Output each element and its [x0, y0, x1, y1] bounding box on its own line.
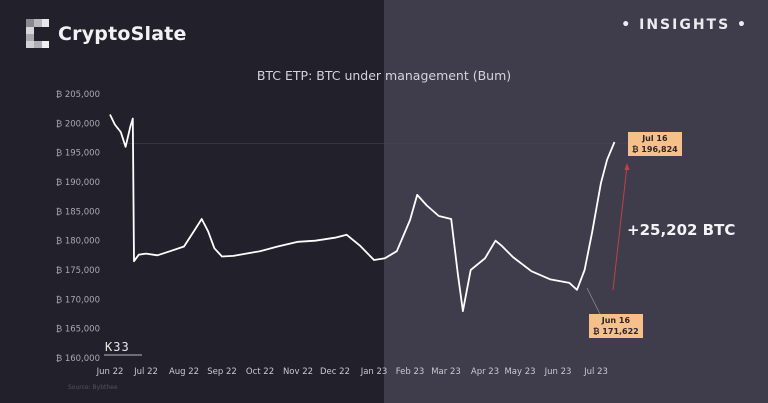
x-tick-label: Mar 23 [431, 367, 461, 377]
y-tick-label: ₿ 190,000 [56, 177, 100, 188]
x-tick-label: Oct 22 [246, 367, 274, 377]
callout-value: ₿ 171,622 [593, 327, 639, 336]
x-tick-label: Apr 23 [471, 367, 499, 377]
x-tick-label: Aug 22 [169, 367, 199, 377]
cryptoslate-logo-icon [26, 19, 49, 48]
k33-watermark-underline [104, 354, 142, 356]
background-right-panel [384, 0, 768, 403]
background-left-panel [0, 0, 384, 403]
brand-logo: CryptoSlate [26, 19, 187, 48]
y-tick-label: ₿ 165,000 [56, 324, 100, 335]
y-axis-ticks: ₿ 205,000 ₿ 200,000 ₿ 195,000 ₿ 190,000 ₿ 18… [56, 89, 100, 364]
callout-value: ₿ 196,824 [632, 145, 678, 154]
y-tick-label: ₿ 160,000 [56, 353, 100, 364]
callout-jun16: Jun 16 ₿ 171,622 [589, 314, 643, 338]
callout-date: Jul 16 [642, 134, 668, 143]
y-tick-label: ₿ 180,000 [56, 236, 100, 247]
x-tick-label: Dec 22 [320, 367, 350, 377]
callout-date: Jun 16 [601, 316, 631, 325]
k33-watermark: K33 [105, 340, 130, 354]
x-tick-label: Jan 23 [360, 367, 388, 377]
y-tick-label: ₿ 195,000 [56, 148, 100, 159]
x-axis-ticks: Jun 22 Jul 22 Aug 22 Sep 22 Oct 22 Nov 22 Dec … [96, 367, 608, 377]
x-tick-label: Jun 22 [96, 367, 124, 377]
source-label: Source: Bybthee [68, 384, 118, 391]
increase-arrow [612, 165, 628, 291]
y-tick-label: ₿ 175,000 [56, 265, 100, 276]
y-tick-label: ₿ 205,000 [56, 89, 100, 100]
callout-jul16: Jul 16 ₿ 196,824 [628, 132, 682, 156]
brand-name: CryptoSlate [58, 22, 187, 45]
arrow-head-icon [624, 163, 630, 170]
insights-tag: • INSIGHTS • [621, 17, 748, 33]
gain-annotation: +25,202 BTC [627, 221, 736, 239]
y-tick-label: ₿ 170,000 [56, 294, 100, 305]
x-tick-label: Sep 22 [207, 367, 237, 377]
x-tick-label: Feb 23 [396, 367, 425, 377]
y-tick-label: ₿ 200,000 [56, 118, 100, 129]
x-tick-label: May 23 [504, 367, 535, 377]
x-tick-label: Jun 23 [544, 367, 572, 377]
btc-under-management-line [109, 114, 616, 313]
callout-leader-line [586, 287, 602, 317]
x-tick-label: Jul 23 [583, 367, 608, 377]
chart-title: BTC ETP: BTC under management (Bum) [256, 68, 512, 83]
y-tick-label: ₿ 185,000 [56, 206, 100, 217]
x-tick-label: Nov 22 [283, 367, 313, 377]
x-tick-label: Jul 22 [133, 367, 158, 377]
